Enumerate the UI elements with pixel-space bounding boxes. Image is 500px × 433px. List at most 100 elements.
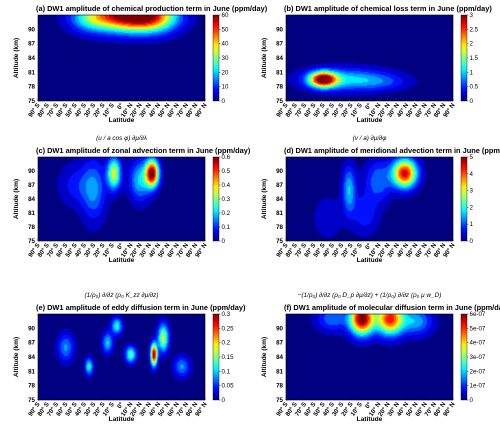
heatmap-field xyxy=(286,15,453,101)
x-tick-label: 0° xyxy=(116,102,125,111)
panel-formula: (1/ρ₀) ∂/∂z (ρ₀ K_zz ∂μ/∂z) xyxy=(85,292,159,299)
colorbar-tick-label: 0.15 xyxy=(222,354,235,361)
colorbar-tick-label: 60 xyxy=(222,12,229,19)
colorbar-tick-label: 2e-07 xyxy=(470,368,486,375)
colorbar-tick-label: 5 xyxy=(470,154,474,161)
y-tick-label: 90 xyxy=(276,26,283,33)
panel-a: (a) DW1 amplitude of chemical production… xyxy=(13,4,268,124)
y-tick-label: 90 xyxy=(276,168,283,175)
colorbar-tick-label: 1.5 xyxy=(470,55,479,62)
colorbar-tick-label: 0.2 xyxy=(222,210,231,217)
heatmap-field xyxy=(38,157,205,241)
x-axis-label: Latitude xyxy=(357,257,383,264)
colorbar-tick-label: 0.1 xyxy=(222,368,231,375)
y-axis-label: Altitude (km) xyxy=(13,38,20,78)
panel-formula: −(1/ρ₀) ∂/∂z (ρ₀ D_p ∂μ/∂z) + (1/ρ₀) ∂/∂… xyxy=(298,292,442,299)
colorbar xyxy=(212,313,220,401)
x-tick-label: 0° xyxy=(116,242,125,251)
panel-d: (d) DW1 amplitude of meridional advectio… xyxy=(261,135,500,264)
colorbar xyxy=(460,14,468,102)
y-tick-label: 84 xyxy=(28,196,35,203)
colorbar-tick-label: 0.3 xyxy=(222,196,231,203)
y-tick-label: 81 xyxy=(28,69,35,76)
y-tick-label: 90 xyxy=(28,168,35,175)
y-tick-label: 81 xyxy=(276,210,283,217)
panel-b: (b) DW1 amplitude of chemical loss term … xyxy=(261,4,492,124)
y-tick-label: 78 xyxy=(28,84,35,91)
y-tick-label: 75 xyxy=(276,238,283,245)
y-tick-label: 78 xyxy=(276,224,283,231)
colorbar-tick-label: 3 xyxy=(470,188,474,195)
x-tick-label: 0° xyxy=(116,401,125,410)
y-tick-label: 90 xyxy=(28,325,35,332)
panel-formula: (v / a) ∂μ/∂φ xyxy=(353,135,387,142)
y-tick-label: 75 xyxy=(28,98,35,105)
colorbar-tick-label: 0 xyxy=(470,238,474,245)
colorbar-tick-label: 0.2 xyxy=(222,340,231,347)
colorbar-tick-label: 40 xyxy=(222,41,229,48)
y-tick-label: 84 xyxy=(276,354,283,361)
colorbar-tick-label: 6e-07 xyxy=(470,311,486,318)
colorbar-tick-label: 0 xyxy=(470,98,474,105)
y-tick-label: 87 xyxy=(276,340,283,347)
x-axis-label: Latitude xyxy=(109,416,135,423)
colorbar-tick-label: 0 xyxy=(222,238,226,245)
y-tick-label: 81 xyxy=(276,69,283,76)
x-axis-label: Latitude xyxy=(357,416,383,423)
colorbar-tick-label: 4e-07 xyxy=(470,340,486,347)
panel-e: (e) DW1 amplitude of eddy diffusion term… xyxy=(13,292,246,423)
y-tick-label: 75 xyxy=(28,238,35,245)
colorbar-tick-label: 2 xyxy=(470,41,474,48)
colorbar-tick-label: 3 xyxy=(470,12,474,19)
heatmap-field xyxy=(38,314,205,400)
colorbar-tick-label: 0.1 xyxy=(222,224,231,231)
colorbar-tick-label: 0.25 xyxy=(222,325,235,332)
colorbar-tick-label: 1e-07 xyxy=(470,383,486,390)
colorbar-tick-label: 3e-07 xyxy=(470,354,486,361)
colorbar-tick-label: 30 xyxy=(222,55,229,62)
panel-formula: (u / a cos φ) ∂μ/∂λ xyxy=(96,135,147,142)
panel-title: (a) DW1 amplitude of chemical production… xyxy=(36,4,268,13)
y-tick-label: 87 xyxy=(276,41,283,48)
panel-title: (c) DW1 amplitude of zonal advection ter… xyxy=(36,146,251,155)
y-axis-label: Altitude (km) xyxy=(13,179,20,219)
y-tick-label: 75 xyxy=(276,98,283,105)
y-tick-label: 78 xyxy=(28,383,35,390)
y-tick-label: 90 xyxy=(276,325,283,332)
panel-c: (c) DW1 amplitude of zonal advection ter… xyxy=(13,135,251,264)
y-tick-label: 87 xyxy=(28,182,35,189)
y-tick-label: 90 xyxy=(28,26,35,33)
x-tick-label: 0° xyxy=(364,242,373,251)
colorbar-tick-label: 0.6 xyxy=(222,154,231,161)
y-tick-label: 84 xyxy=(28,354,35,361)
x-tick-label: 0° xyxy=(364,401,373,410)
panel-title: (b) DW1 amplitude of chemical loss term … xyxy=(284,4,492,13)
y-axis-label: Altitude (km) xyxy=(261,337,268,377)
colorbar-tick-label: 20 xyxy=(222,69,229,76)
y-tick-label: 81 xyxy=(28,368,35,375)
colorbar-tick-label: 5e-07 xyxy=(470,325,486,332)
y-tick-label: 78 xyxy=(276,383,283,390)
colorbar-tick-label: 2 xyxy=(470,204,474,211)
y-axis-label: Altitude (km) xyxy=(261,179,268,219)
colorbar xyxy=(460,156,468,242)
colorbar-tick-label: 0 xyxy=(222,397,226,404)
colorbar-tick-label: 0 xyxy=(222,98,226,105)
y-tick-label: 87 xyxy=(28,41,35,48)
y-tick-label: 84 xyxy=(276,196,283,203)
y-tick-label: 81 xyxy=(276,368,283,375)
y-tick-label: 84 xyxy=(276,55,283,62)
y-tick-label: 87 xyxy=(276,182,283,189)
x-tick-label: 0° xyxy=(364,102,373,111)
colorbar-tick-label: 10 xyxy=(222,84,229,91)
y-tick-label: 78 xyxy=(28,224,35,231)
heatmap-field xyxy=(286,157,453,241)
y-tick-label: 81 xyxy=(28,210,35,217)
y-tick-label: 78 xyxy=(276,84,283,91)
panel-f: (f) DW1 amplitude of molecular diffusion… xyxy=(261,292,500,423)
colorbar xyxy=(460,313,468,401)
colorbar xyxy=(212,156,220,242)
colorbar-tick-label: 0.3 xyxy=(222,311,231,318)
colorbar-tick-label: 0.4 xyxy=(222,182,231,189)
